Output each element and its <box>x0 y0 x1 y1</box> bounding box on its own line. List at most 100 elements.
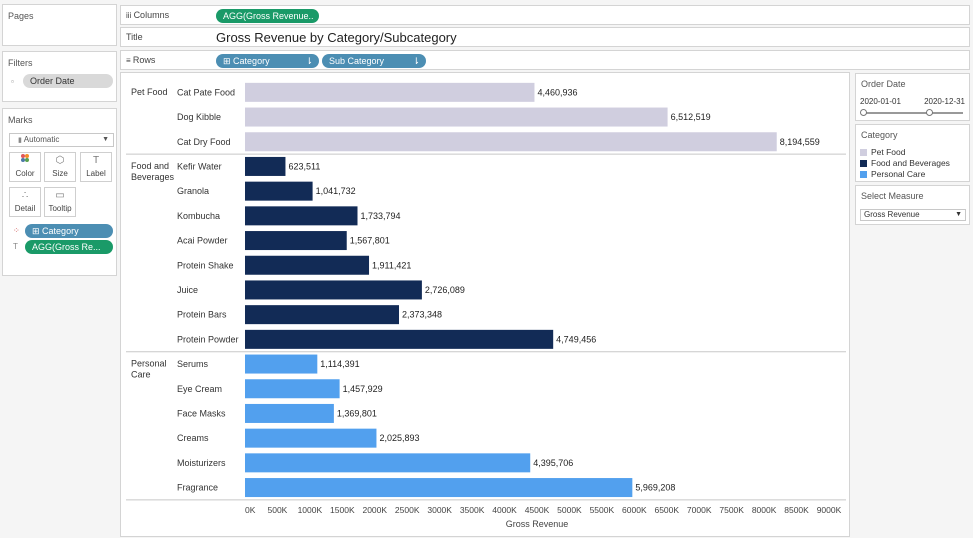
color-label: Color <box>15 169 35 178</box>
legend-item-food-and-beverages[interactable]: Food and Beverages <box>860 158 950 169</box>
filter-pill-order-date[interactable]: Order Date <box>23 74 113 88</box>
label-icon: T <box>92 155 100 166</box>
marks-pill-category[interactable]: ⊞ Category <box>25 224 113 238</box>
data-label: 4,460,936 <box>537 87 577 97</box>
legend-swatch <box>860 149 867 156</box>
marks-card[interactable]: Marks ▮ Automatic ▼ Color ⬡ Size T Label… <box>2 108 117 276</box>
date-slider-handle-start[interactable] <box>860 109 867 116</box>
plus-box-icon: ⊞ <box>32 226 43 236</box>
mark-type-dropdown[interactable]: ▮ Automatic ▼ <box>9 133 114 147</box>
order-date-filter-card[interactable]: Order Date 2020-01-01 2020-12-31 <box>855 73 970 121</box>
color-button[interactable]: Color <box>9 152 41 182</box>
bar <box>245 181 313 201</box>
x-tick-label: 7000K <box>687 505 712 515</box>
rows-pill-sub-category-label: Sub Category <box>329 56 385 66</box>
data-label: 5,969,208 <box>635 483 675 493</box>
bar <box>245 354 318 374</box>
legend-label: Personal Care <box>871 169 926 179</box>
data-label: 1,114,391 <box>320 359 359 369</box>
x-tick-label: 3000K <box>427 505 452 515</box>
rows-icon: ≡ <box>126 56 133 65</box>
bar <box>245 82 535 102</box>
bar <box>245 280 422 300</box>
rows-shelf[interactable]: ≡ Rows ⊞ Category ⇂ Sub Category ⇂ <box>120 50 970 70</box>
chevron-down-icon: ▼ <box>955 211 962 218</box>
x-tick-label: 4000K <box>492 505 517 515</box>
filter-icon: ▫ <box>11 77 14 86</box>
color-dots-icon: ⁘ <box>13 226 20 235</box>
columns-shelf[interactable]: iii Columns AGG(Gross Revenue.. <box>120 5 970 25</box>
x-tick-label: 8500K <box>784 505 809 515</box>
x-tick-label: 2500K <box>395 505 420 515</box>
subcategory-label: Serums <box>177 359 209 369</box>
detail-label: Detail <box>14 204 36 213</box>
bar <box>245 107 668 127</box>
subcategory-label: Fragrance <box>177 483 218 493</box>
pages-title: Pages <box>8 11 34 21</box>
rows-pill-sub-category[interactable]: Sub Category ⇂ <box>322 54 426 68</box>
detail-button[interactable]: ∴ Detail <box>9 187 41 217</box>
category-label: Beverages <box>131 172 175 182</box>
legend-label: Food and Beverages <box>871 158 950 168</box>
chart-view[interactable]: Pet Food Cat Pate Food 4,460,936 Dog Kibble… <box>120 72 850 537</box>
legend-item-personal-care[interactable]: Personal Care <box>860 169 925 180</box>
subcategory-label: Cat Pate Food <box>177 87 235 97</box>
category-label: Pet Food <box>131 87 168 97</box>
measure-select[interactable]: Gross Revenue ▼ <box>860 209 966 221</box>
bar <box>245 478 633 498</box>
filters-card[interactable]: Filters ▫ Order Date <box>2 51 117 102</box>
bar <box>245 453 531 473</box>
category-label: Food and <box>131 161 169 171</box>
marks-pill-gross-revenue[interactable]: AGG(Gross Re... <box>25 240 113 254</box>
legend-swatch <box>860 171 867 178</box>
size-button[interactable]: ⬡ Size <box>44 152 76 182</box>
color-dots-icon <box>10 153 40 169</box>
data-label: 1,457,929 <box>343 384 383 394</box>
data-label: 623,511 <box>288 161 320 171</box>
pages-card[interactable]: Pages <box>2 4 117 46</box>
marks-pill-category-label: Category <box>42 226 79 236</box>
size-icon: ⬡ <box>55 155 65 166</box>
date-slider-track[interactable] <box>863 112 963 114</box>
x-tick-label: 5500K <box>590 505 615 515</box>
columns-icon: iii <box>126 11 134 20</box>
select-measure-card[interactable]: Select Measure Gross Revenue ▼ <box>855 185 970 225</box>
sort-icon: ⇂ <box>412 56 420 66</box>
x-tick-label: 500K <box>268 505 288 515</box>
data-label: 1,567,801 <box>350 236 390 246</box>
rows-shelf-label: ≡ Rows <box>126 55 155 65</box>
rows-pill-category[interactable]: ⊞ Category ⇂ <box>216 54 319 68</box>
bar-chart-icon: ▮ <box>18 137 24 144</box>
data-label: 1,369,801 <box>337 408 377 418</box>
columns-shelf-label: iii Columns <box>126 10 169 20</box>
subcategory-label: Protein Shake <box>177 260 234 270</box>
category-label: Care <box>131 370 151 380</box>
date-slider-handle-end[interactable] <box>926 109 933 116</box>
subcategory-label: Kefir Water <box>177 161 222 171</box>
columns-pill-gross-revenue[interactable]: AGG(Gross Revenue.. <box>216 9 319 23</box>
plus-box-icon: ⊞ <box>223 56 234 66</box>
legend-item-pet-food[interactable]: Pet Food <box>860 147 906 158</box>
x-tick-label: 5000K <box>557 505 582 515</box>
category-legend[interactable]: Category Pet Food Food and Beverages Per… <box>855 124 970 182</box>
size-label: Size <box>52 169 68 178</box>
data-label: 1,911,421 <box>372 260 411 270</box>
bar <box>245 379 340 399</box>
data-label: 1,041,732 <box>316 186 356 196</box>
x-tick-label: 1000K <box>298 505 323 515</box>
label-button[interactable]: T Label <box>80 152 112 182</box>
marks-title: Marks <box>8 115 33 125</box>
x-tick-label: 3500K <box>460 505 485 515</box>
tooltip-button[interactable]: ▭ Tooltip <box>44 187 76 217</box>
title-shelf[interactable]: Title Gross Revenue by Category/Subcateg… <box>120 27 970 47</box>
rows-label-text: Rows <box>132 55 156 65</box>
x-axis-title: Gross Revenue <box>506 519 569 529</box>
x-tick-label: 0K <box>245 505 256 515</box>
title-shelf-label: Title <box>126 32 143 42</box>
subcategory-label: Juice <box>177 285 198 295</box>
order-date-title: Order Date <box>861 79 906 89</box>
label-icon: T <box>13 242 18 251</box>
filters-title: Filters <box>8 58 33 68</box>
data-label: 2,373,348 <box>402 310 442 320</box>
x-tick-label: 1500K <box>330 505 355 515</box>
